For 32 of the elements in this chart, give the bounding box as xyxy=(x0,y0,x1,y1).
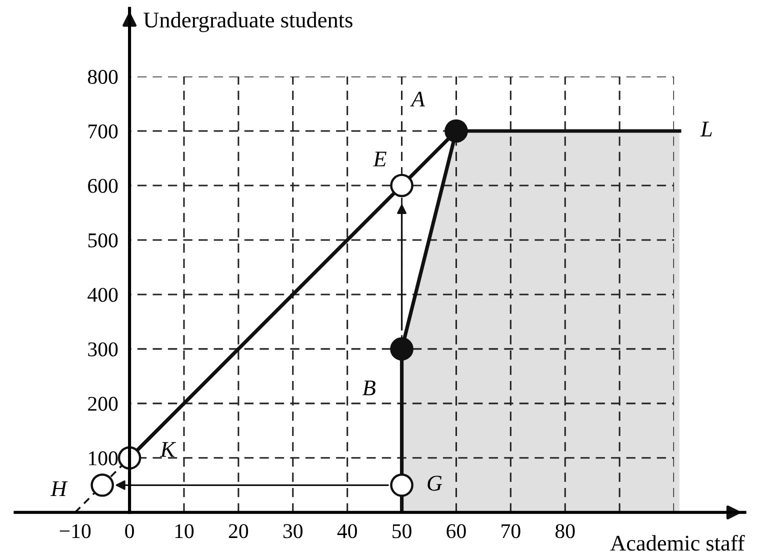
y-tick-label: 300 xyxy=(88,342,118,356)
x-tick-label: 60 xyxy=(446,524,466,538)
x-tick-label: 0 xyxy=(125,524,134,538)
point xyxy=(90,474,114,497)
x-tick-label: 40 xyxy=(337,524,357,538)
point xyxy=(390,337,414,361)
point xyxy=(444,119,468,143)
point xyxy=(390,174,414,198)
annotation: K xyxy=(160,442,176,457)
x-tick-label: 70 xyxy=(502,524,520,538)
point xyxy=(390,474,414,497)
annotation: A xyxy=(410,92,425,106)
x-tick-label: 20 xyxy=(228,524,248,538)
x-tick-label: −10 xyxy=(60,524,91,538)
x-tick-label: 80 xyxy=(556,524,575,538)
annotation: E xyxy=(372,152,386,166)
y-tick-label: 200 xyxy=(88,396,118,411)
annotation: H xyxy=(50,481,68,496)
y-tick-label: 700 xyxy=(88,124,118,138)
y-tick-label: 400 xyxy=(88,288,118,302)
y-tick-label: 800 xyxy=(88,70,118,84)
y-tick-label: 600 xyxy=(88,178,118,193)
x-tick-label: 10 xyxy=(175,524,194,538)
y-tick-label: 500 xyxy=(88,233,118,248)
x-tick-label: 50 xyxy=(392,524,412,538)
annotation: L xyxy=(700,122,712,136)
annotation: G xyxy=(428,476,442,491)
annotation: B xyxy=(362,380,376,396)
x-tick-label: 30 xyxy=(283,524,303,538)
x-axis-title: Academic staff xyxy=(610,534,745,551)
y-tick-label: 100 xyxy=(89,451,118,466)
y-axis-title: Undergraduate students xyxy=(144,12,352,32)
